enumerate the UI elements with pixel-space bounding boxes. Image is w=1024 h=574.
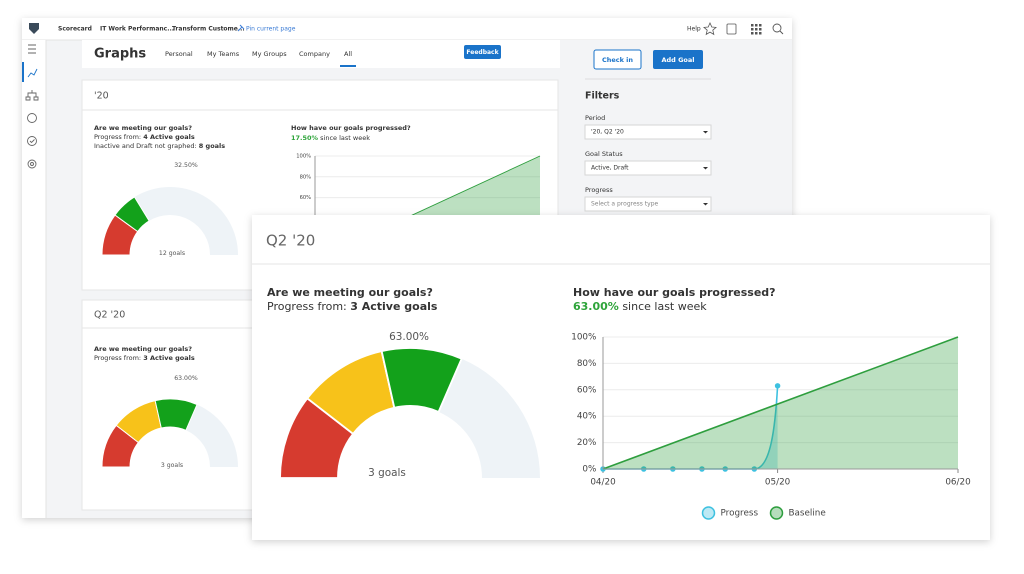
gauge-track — [134, 187, 238, 255]
check-in-button[interactable] — [593, 49, 642, 70]
y-tick-label: 80% — [577, 359, 597, 369]
gauge-question: Are we meeting our goals? — [94, 345, 192, 353]
filter-value: Select a progress type — [591, 201, 659, 208]
apps-icon[interactable] — [751, 24, 762, 35]
gauge-segment — [154, 398, 198, 431]
filter-select[interactable] — [584, 160, 712, 176]
view-tab[interactable]: Company — [299, 50, 330, 58]
gauge-center-label: 3 goals — [161, 462, 183, 469]
pin-icon — [237, 24, 245, 32]
view-tab[interactable]: My Groups — [252, 50, 287, 58]
y-tick-label: 60% — [300, 195, 312, 201]
value: 4 Active goals — [143, 133, 195, 141]
filter-value: '20, Q2 '20 — [591, 129, 624, 136]
x-tick-label: 05/20 — [765, 478, 791, 488]
gauge-track — [185, 404, 238, 467]
gauge-progress: Progress from: 3 Active goals — [94, 354, 195, 362]
gauge-question: Are we meeting our goals? — [94, 124, 192, 132]
gauge-track — [438, 358, 540, 478]
gauge-center-label: 3 goals — [368, 467, 406, 479]
dropdown-caret — [703, 203, 708, 206]
filter-select[interactable] — [584, 196, 712, 212]
filter-label: Progress — [585, 186, 613, 194]
y-tick-label: 100% — [571, 333, 596, 343]
legend-label: Baseline — [789, 509, 826, 519]
y-tick-label: 100% — [296, 154, 311, 160]
active-tab-underline — [340, 65, 356, 67]
point — [774, 383, 781, 389]
value: 3 Active goals — [350, 300, 438, 313]
legend-swatch — [769, 506, 784, 520]
gauge-center-label: 12 goals — [159, 250, 185, 257]
y-tick-label: 20% — [577, 438, 597, 448]
logo — [29, 23, 39, 34]
label: Progress from: — [94, 354, 141, 362]
label: Inactive and Draft not graphed: — [94, 142, 197, 150]
gauge-percent: 63.00% — [174, 375, 198, 382]
gauge-progress: Progress from: 3 Active goals — [267, 300, 438, 313]
chart-title: How have our goals progressed? — [573, 286, 776, 299]
tab[interactable]: Scorecard — [58, 26, 92, 33]
check-in-label: Check in — [602, 56, 633, 64]
value: 8 goals — [199, 142, 226, 150]
pin-link[interactable]: Pin current page — [246, 26, 296, 33]
legend-label: Progress — [721, 509, 759, 519]
sidebar-icons[interactable] — [25, 44, 39, 169]
gauge-segment — [114, 196, 150, 233]
y-tick-label: 40% — [577, 412, 597, 422]
sidebar — [22, 40, 46, 518]
feedback-button[interactable] — [464, 45, 501, 59]
x-tick-label: 06/20 — [945, 478, 971, 488]
filter-select[interactable] — [584, 124, 712, 140]
add-goal-button[interactable] — [653, 50, 703, 69]
filter-value: Active, Draft — [591, 165, 629, 172]
change-value: 17.50% — [291, 134, 319, 142]
help-link[interactable]: Help — [687, 26, 701, 33]
change-value: 63.00% — [573, 300, 619, 313]
gauge-note: Inactive and Draft not graphed: 8 goals — [94, 142, 225, 150]
panel-title: Q2 '20 — [94, 310, 125, 321]
gauge-percent: 63.00% — [389, 331, 429, 343]
view-tab[interactable]: Personal — [165, 50, 193, 58]
panel-title: '20 — [94, 91, 109, 102]
page-title: Graphs — [94, 47, 146, 62]
add-goal-label: Add Goal — [661, 56, 694, 64]
tab[interactable]: IT Work Performanc... — [100, 26, 174, 33]
dropdown-caret — [703, 131, 708, 134]
label: Progress from: — [267, 300, 347, 313]
chart-change: 63.00% since last week — [573, 300, 707, 313]
filter-label: Goal Status — [585, 150, 623, 158]
legend-swatch — [701, 506, 716, 520]
change-text: since last week — [320, 134, 370, 142]
x-tick-label: 04/20 — [590, 478, 616, 488]
star-icon[interactable] — [703, 22, 717, 36]
label: Progress from: — [94, 133, 141, 141]
gauge-progress: Progress from: 4 Active goals — [94, 133, 195, 141]
view-tab[interactable]: My Teams — [207, 50, 240, 58]
view-tab[interactable]: All — [344, 50, 352, 58]
change-text: since last week — [622, 300, 707, 313]
gauge-segment — [380, 347, 463, 414]
top-bar — [22, 18, 792, 40]
tab[interactable]: Transform Custome... — [172, 26, 245, 33]
search-icon[interactable] — [772, 23, 782, 33]
y-tick-label: 0% — [582, 465, 596, 475]
value: 3 Active goals — [143, 354, 195, 362]
card-title: Q2 '20 — [266, 232, 315, 250]
filter-label: Period — [585, 114, 605, 122]
y-tick-label: 80% — [300, 174, 312, 180]
feedback-label: Feedback — [466, 49, 499, 56]
chart-change: 17.50% since last week — [291, 134, 370, 142]
dropdown-caret — [703, 167, 708, 170]
y-tick-label: 60% — [577, 385, 597, 395]
box-icon[interactable] — [726, 23, 737, 35]
gauge-question: Are we meeting our goals? — [267, 286, 433, 299]
chart-title: How have our goals progressed? — [291, 124, 411, 132]
gauge-percent: 32.50% — [174, 162, 198, 169]
filters-title: Filters — [585, 91, 620, 102]
series-line — [602, 336, 959, 470]
